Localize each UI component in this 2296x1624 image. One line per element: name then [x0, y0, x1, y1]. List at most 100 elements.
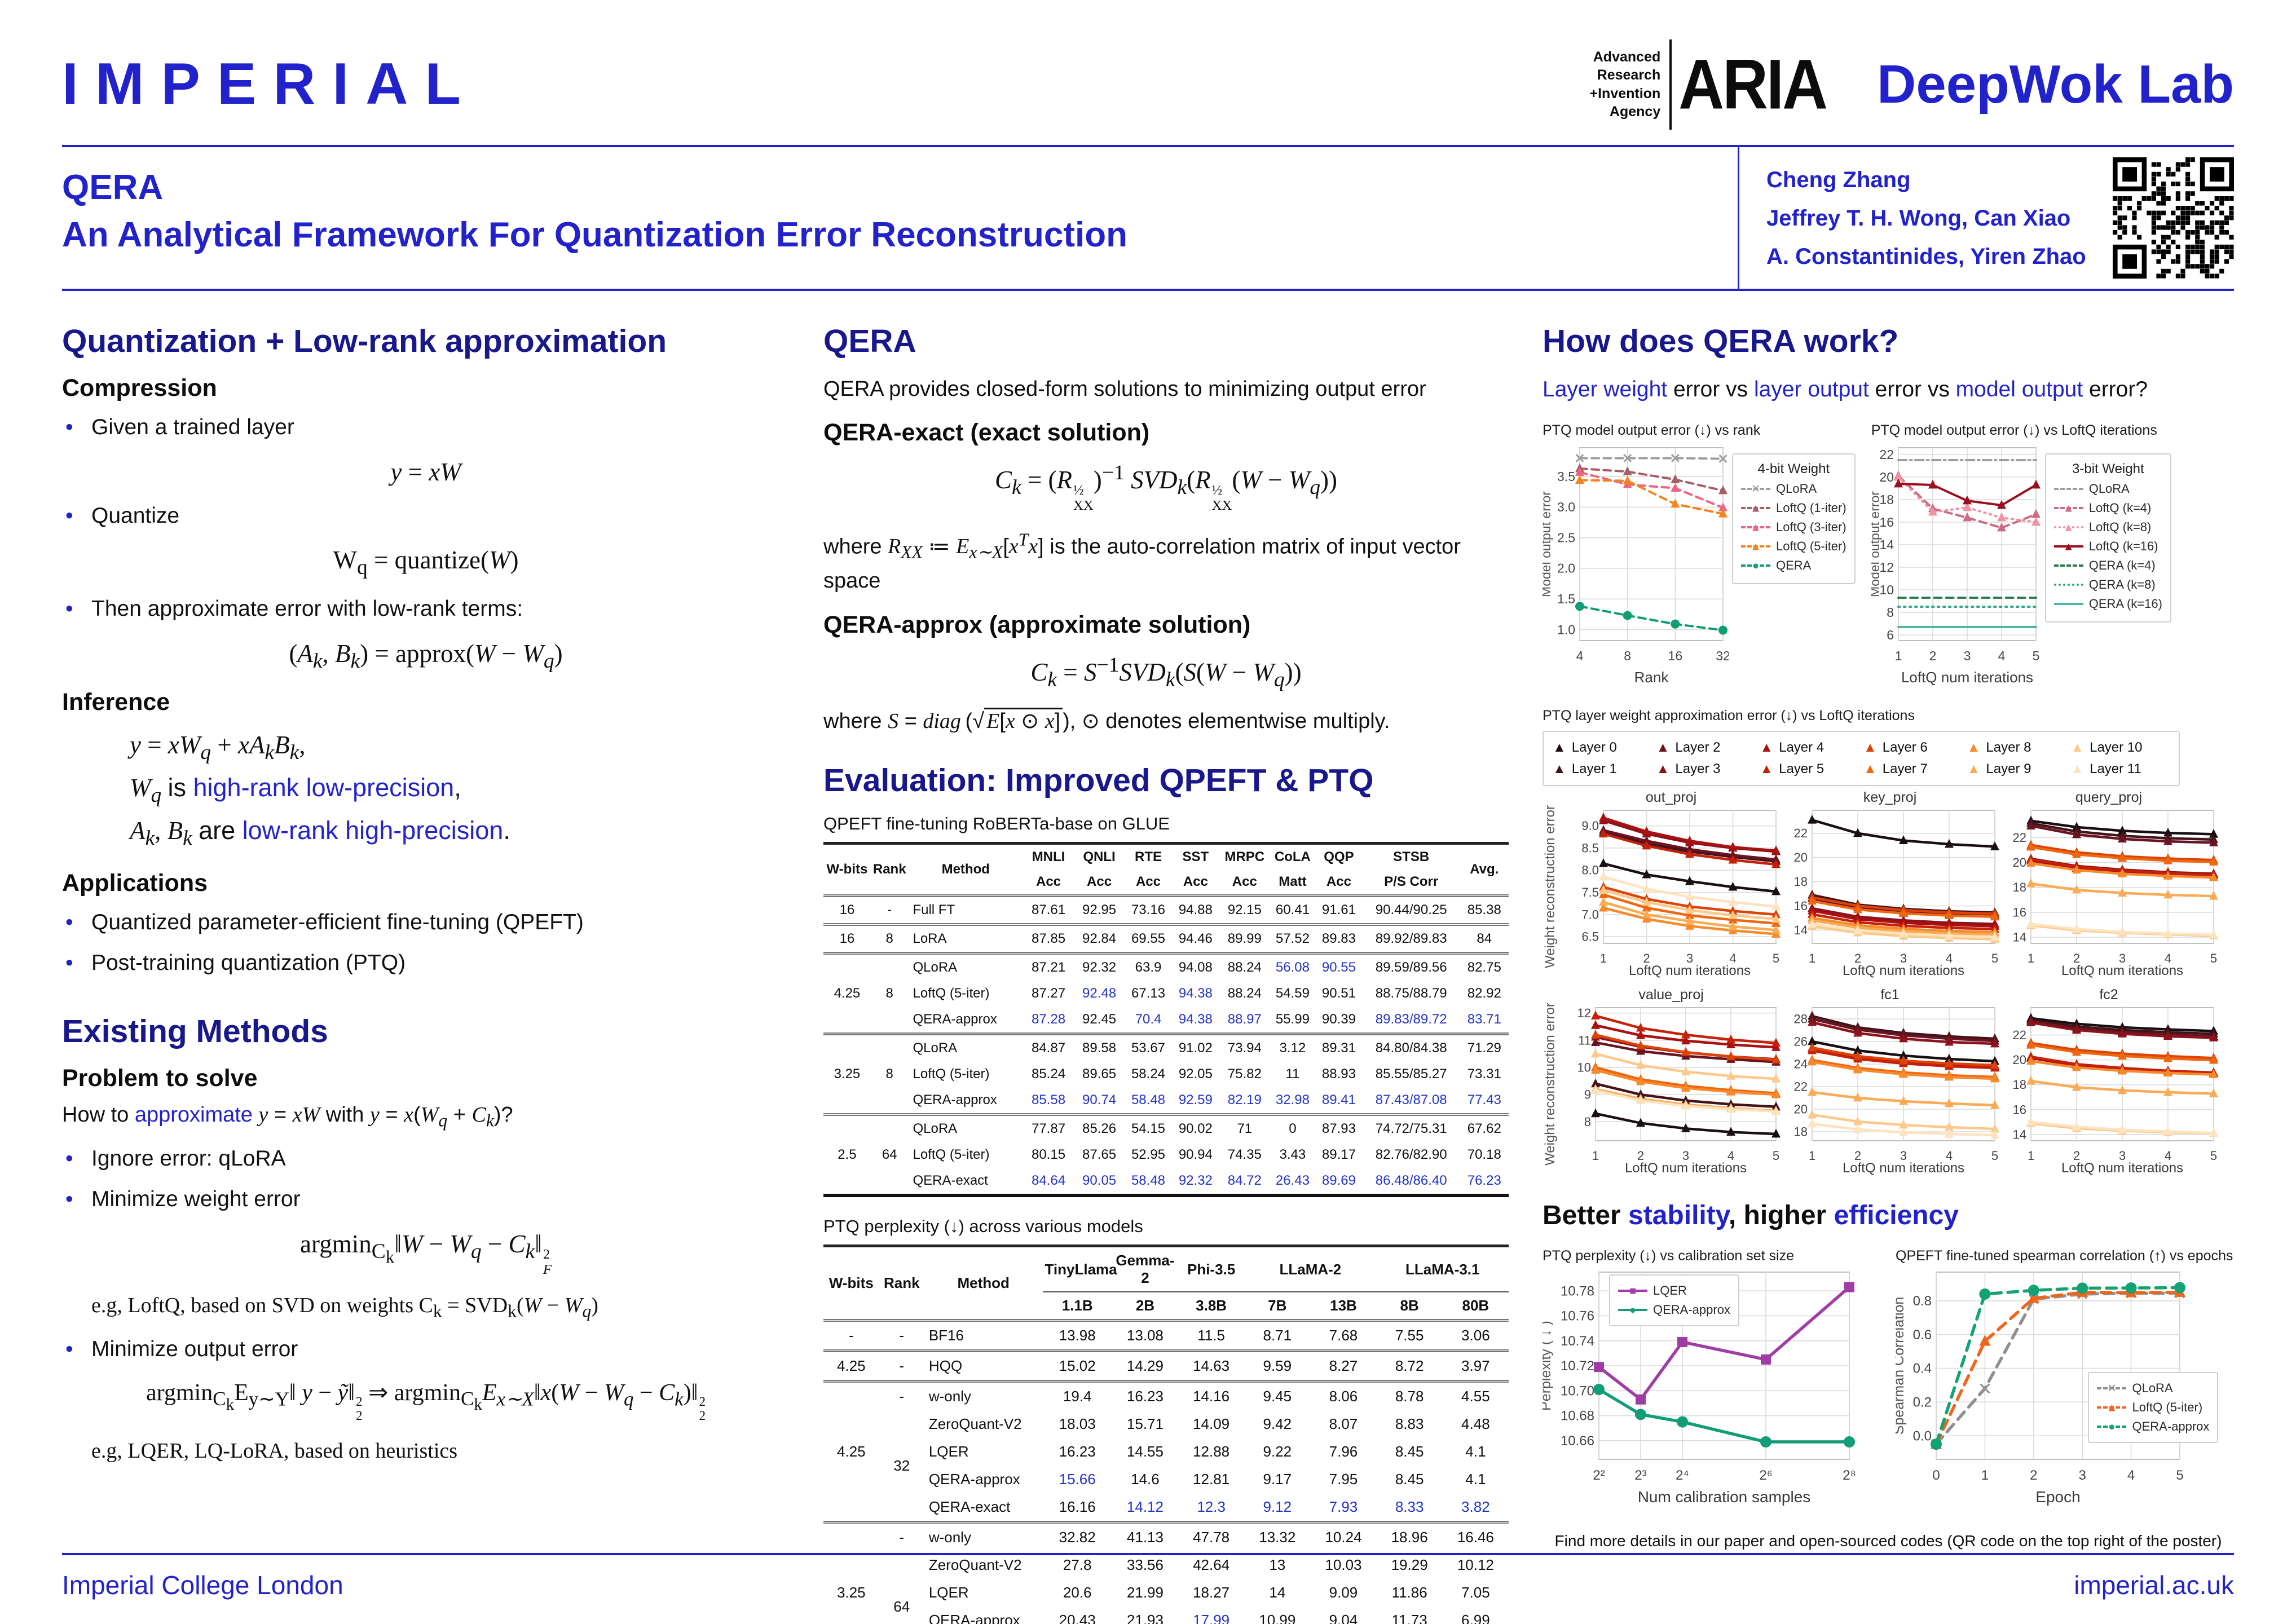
bullet-item: Post-training quantization (PTQ)	[62, 948, 790, 979]
svg-text:4: 4	[2127, 1468, 2135, 1483]
svg-text:0.0: 0.0	[1913, 1428, 1932, 1444]
svg-text:1: 1	[2028, 951, 2034, 965]
table-cell: 1.1B	[1042, 1292, 1112, 1322]
footer-url: imperial.ac.uk	[2074, 1570, 2234, 1600]
table-cell: LoftQ (5-iter)	[913, 986, 990, 1001]
table-cell: 4.55	[1442, 1380, 1509, 1411]
table-cell: 80.15	[1031, 1147, 1066, 1163]
subsection-heading: Better stability, higher efficiency	[1543, 1200, 1959, 1230]
poster-title-line2: An Analytical Framework For Quantization…	[62, 215, 1128, 254]
svg-text:18: 18	[1794, 1124, 1808, 1138]
table-cell: 85.26	[1074, 1113, 1125, 1142]
svg-text:2.0: 2.0	[1557, 561, 1575, 575]
table-cell: TinyLlama	[1042, 1246, 1117, 1293]
table-cell: 11.86	[1391, 1584, 1427, 1601]
table-cell: 41.13	[1112, 1521, 1179, 1552]
imperial-logo: IMPERIAL	[62, 51, 478, 117]
bullet-item: Minimize weight error	[62, 1184, 790, 1215]
table-cell: 92.84	[1074, 923, 1125, 954]
table-cell: 63.9	[1125, 952, 1172, 981]
table-row: LQER 20.6 21.99 18.27 14 9.09 11.86 7.05	[823, 1579, 1509, 1607]
table-cell: QQP	[1324, 849, 1354, 865]
table-cell: 3.97	[1442, 1349, 1509, 1382]
table-cell: 0	[1270, 1113, 1315, 1142]
table-cell: 11.5	[1178, 1319, 1245, 1351]
table-cell: 3.25	[823, 1521, 879, 1624]
iters-chart-legend: 3-bit Weight QLoRA ▲ LoftQ (k=4) ▲ LoftQ (k=8…	[2044, 440, 2171, 623]
table-row: QERA-approx 87.28 92.45 70.4 94.38 88.97 55.99…	[823, 1007, 1509, 1034]
calibration-chart-legend: ■ LQER ● QERA-approx	[1609, 1274, 1739, 1326]
table-cell: 70.18	[1467, 1147, 1501, 1163]
table-cell: 67.62	[1460, 1113, 1509, 1142]
legend-item: ▲ Layer 10	[2070, 739, 2143, 755]
table-cell: 12.88	[1193, 1443, 1230, 1460]
legend-item: ▲ Layer 1	[1553, 761, 1617, 776]
table-cell: 82.19	[1227, 1092, 1262, 1108]
table-cell: 89.83	[1315, 923, 1363, 954]
table-cell: QERA-approx	[928, 1471, 1020, 1488]
table-cell: Matt	[1270, 870, 1315, 897]
table-row: QERA-approx 15.66 14.6 12.81 9.17 7.95 8.45 4.1	[823, 1466, 1509, 1493]
table-cell: -	[879, 1380, 924, 1411]
table-cell: ZeroQuant-V2	[928, 1415, 1022, 1433]
svg-text:5: 5	[1991, 1149, 1998, 1163]
table-cell: 92.95	[1074, 894, 1125, 925]
table-cell: 84.72	[1227, 1173, 1262, 1189]
section-heading: QERA	[823, 323, 916, 359]
table-cell: 4.25	[823, 1349, 879, 1382]
table-cell: QLoRA	[908, 952, 1023, 981]
table-cell: P/S Corr	[1362, 870, 1460, 897]
table-cell: 89.99	[1219, 923, 1270, 954]
table-cell: 91.61	[1315, 894, 1363, 925]
svg-text:9: 9	[1584, 1087, 1591, 1101]
table-cell: LoRA	[908, 923, 1023, 954]
table-cell: 73.31	[1467, 1066, 1501, 1082]
table-cell: 94.38	[1178, 986, 1213, 1001]
table-cell: 58.48	[1131, 1092, 1166, 1108]
table-cell: 8.33	[1395, 1498, 1424, 1516]
table-cell: 89.17	[1321, 1147, 1356, 1163]
table-cell: 90.74	[1082, 1092, 1117, 1108]
table-cell: Phi-3.5	[1178, 1246, 1245, 1293]
table-cell: 14.12	[1126, 1498, 1164, 1516]
table-cell: 8.83	[1395, 1415, 1424, 1433]
table-cell: 86.48/86.40	[1375, 1173, 1447, 1189]
table-cell: 10.03	[1325, 1556, 1362, 1574]
svg-text:20: 20	[2013, 855, 2026, 870]
svg-text:5: 5	[2210, 1149, 2217, 1163]
rank-chart-legend: 4-bit Weight ✕ QLoRA ▲ LoftQ (1-iter) ▲ LoftQ …	[1732, 440, 1856, 584]
table-cell: W-bits	[829, 1274, 874, 1292]
table-cell: Rank	[883, 1274, 920, 1292]
table-cell: Acc	[1023, 870, 1074, 897]
svg-text:14: 14	[2013, 1127, 2026, 1141]
aria-logo-text: Advanced Research +Invention Agency	[1589, 48, 1661, 120]
table-cell: 71	[1219, 1113, 1270, 1142]
svg-text:1: 1	[2028, 1149, 2034, 1163]
svg-text:5: 5	[1773, 951, 1779, 965]
table-cell: Gemma-2	[1112, 1246, 1179, 1293]
table-cell: 89.58	[1074, 1032, 1125, 1062]
table-cell: 10.24	[1310, 1521, 1377, 1552]
table-cell: 89.41	[1321, 1092, 1356, 1108]
table-cell: 9.12	[1263, 1498, 1292, 1516]
table-cell: 87.21	[1023, 952, 1074, 981]
formula: y = xW	[390, 457, 461, 486]
table-cell: 92.59	[1178, 1092, 1213, 1108]
table-cell: 54.59	[1275, 986, 1310, 1001]
table-cell: 88.93	[1321, 1066, 1356, 1082]
table-cell: BF16	[924, 1319, 1043, 1351]
table-cell: 14.55	[1126, 1443, 1164, 1460]
legend-item: ▲ Layer 4	[1760, 739, 1825, 755]
table-row: QERA-exact 84.64 90.05 58.48 92.32 84.72 26.43…	[823, 1168, 1509, 1195]
svg-text:Rank: Rank	[1634, 669, 1669, 686]
table-cell: 85.38	[1460, 894, 1509, 925]
table-cell: 77.43	[1467, 1092, 1501, 1108]
section-heading: Quantization + Low-rank approximation	[62, 323, 667, 359]
svg-text:0.4: 0.4	[1913, 1361, 1932, 1376]
perplexity-table: W-bits Rank Method TinyLlama Gemma-2 Phi-3.5 L…	[823, 1245, 1509, 1624]
table-cell: 4.1	[1465, 1471, 1486, 1488]
svg-text:1: 1	[1894, 648, 1902, 663]
divider	[62, 289, 2234, 291]
svg-text:2: 2	[1929, 648, 1936, 663]
table-cell: 7.95	[1329, 1471, 1358, 1488]
